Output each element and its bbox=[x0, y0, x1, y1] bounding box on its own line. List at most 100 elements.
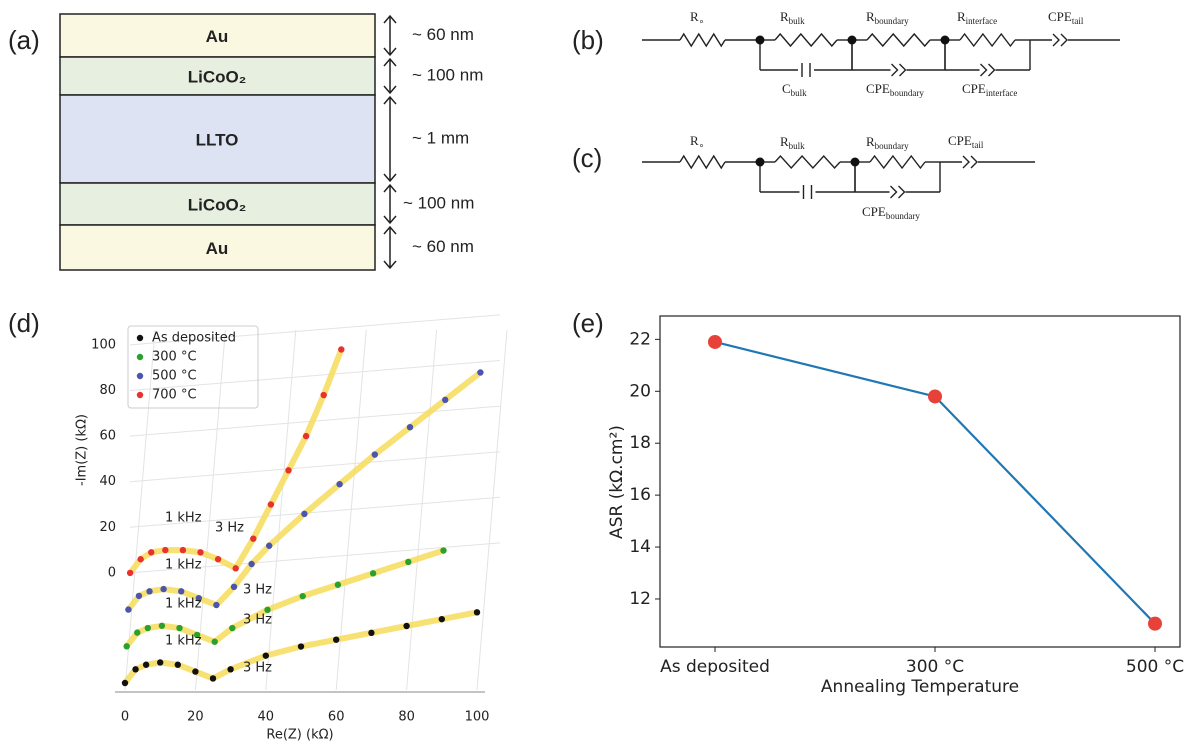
y-tick-label: 18 bbox=[629, 433, 651, 453]
layer bbox=[59, 182, 376, 226]
data-point bbox=[334, 581, 342, 588]
data-point bbox=[197, 549, 204, 556]
data-point bbox=[142, 661, 150, 668]
label-main: R bbox=[690, 133, 699, 148]
cpe bbox=[962, 155, 978, 169]
data-point bbox=[338, 346, 345, 353]
circuit-label: Rboundary bbox=[866, 134, 909, 151]
data-point bbox=[229, 624, 236, 632]
thickness-label: ~ 100 nm bbox=[412, 65, 483, 84]
resistor bbox=[869, 154, 926, 170]
data-point bbox=[211, 638, 218, 645]
y-tick-label: 60 bbox=[99, 429, 116, 444]
data-point bbox=[250, 535, 257, 542]
legend-label: As deposited bbox=[152, 331, 236, 346]
data-point bbox=[157, 659, 164, 666]
data-point bbox=[297, 643, 305, 650]
node bbox=[847, 35, 857, 45]
y-tick-label: 40 bbox=[99, 474, 116, 489]
data-point bbox=[299, 592, 306, 600]
layer bbox=[59, 94, 376, 184]
data-point bbox=[262, 652, 269, 659]
data-point bbox=[477, 369, 484, 376]
y-axis-label: -Im(Z) (kΩ) bbox=[75, 414, 90, 486]
label-sub: interface bbox=[966, 16, 997, 26]
circuit-label: CPEtail bbox=[1048, 9, 1084, 26]
data-point bbox=[248, 560, 255, 568]
thickness-arrow bbox=[383, 225, 397, 270]
capacitor bbox=[802, 185, 813, 199]
marker bbox=[928, 389, 942, 404]
data-point bbox=[144, 624, 152, 632]
resistor bbox=[679, 154, 726, 170]
panel-label: (d) bbox=[8, 308, 40, 338]
data-point bbox=[320, 391, 327, 399]
cpe bbox=[891, 63, 907, 77]
grid-line bbox=[265, 329, 297, 691]
annotation: 3 Hz bbox=[243, 613, 272, 628]
node bbox=[755, 35, 765, 45]
label-main: R bbox=[866, 134, 875, 149]
legend-marker bbox=[136, 391, 144, 399]
y-tick-label: 0 bbox=[108, 565, 116, 580]
data-point bbox=[369, 570, 377, 577]
circuit-label: Rboundary bbox=[866, 9, 909, 26]
data-point bbox=[134, 629, 141, 636]
panel-label: (b) bbox=[572, 25, 604, 55]
data-point bbox=[301, 510, 308, 518]
panel-label: (a) bbox=[8, 25, 40, 55]
data-point bbox=[213, 601, 220, 609]
legend-marker bbox=[136, 353, 144, 361]
thickness-arrow bbox=[383, 95, 397, 183]
x-tick-label: 500 °C bbox=[1126, 657, 1184, 677]
data-point bbox=[126, 569, 134, 577]
annotation: 1 kHz bbox=[165, 558, 202, 573]
data-point bbox=[179, 546, 187, 554]
label-main: R bbox=[866, 9, 875, 24]
label-main: C bbox=[782, 81, 791, 96]
legend-label: 700 °C bbox=[152, 388, 197, 403]
layer bbox=[59, 56, 376, 96]
data-point bbox=[403, 622, 410, 630]
node bbox=[755, 157, 765, 167]
label-sub: boundary bbox=[886, 211, 920, 221]
layer-label: LiCoO₂ bbox=[188, 195, 247, 214]
layer-label: Au bbox=[206, 27, 229, 46]
fit-line bbox=[126, 370, 483, 612]
annotation: 3 Hz bbox=[215, 521, 244, 536]
thickness-label: ~ 60 nm bbox=[412, 237, 474, 256]
data-point bbox=[440, 547, 447, 554]
circuit-label: CPEinterface bbox=[962, 81, 1017, 98]
layer-label: Au bbox=[206, 239, 229, 258]
data-point bbox=[135, 592, 143, 600]
data-point bbox=[285, 467, 292, 474]
x-tick-label: 60 bbox=[328, 710, 345, 725]
label-sub: tail bbox=[972, 140, 984, 150]
legend-marker bbox=[136, 334, 144, 342]
label-main: R bbox=[690, 9, 699, 24]
grid-line bbox=[476, 329, 508, 691]
capacitor bbox=[801, 63, 811, 77]
label-main: R bbox=[780, 134, 789, 149]
circuit-label: CPEtail bbox=[948, 133, 984, 150]
y-tick-label: 22 bbox=[629, 329, 651, 349]
y-tick-label: 100 bbox=[91, 337, 116, 352]
x-axis-label: Re(Z) (kΩ) bbox=[266, 728, 333, 743]
label-main: CPE bbox=[862, 204, 886, 219]
label-sub: bulk bbox=[789, 141, 806, 151]
label-main: R bbox=[780, 9, 789, 24]
data-point bbox=[266, 542, 273, 549]
data-point bbox=[146, 588, 153, 595]
data-point bbox=[209, 675, 217, 682]
layer bbox=[59, 13, 376, 58]
x-tick-label: As deposited bbox=[660, 657, 770, 677]
annotation: 1 kHz bbox=[165, 634, 202, 649]
data-point bbox=[438, 615, 445, 623]
label-sub: boundary bbox=[890, 88, 924, 98]
y-tick-label: 20 bbox=[629, 381, 651, 401]
grid-line bbox=[129, 496, 501, 528]
x-tick-label: 300 °C bbox=[906, 657, 964, 677]
annotation: 1 kHz bbox=[165, 597, 202, 612]
x-tick-label: 40 bbox=[258, 710, 275, 725]
